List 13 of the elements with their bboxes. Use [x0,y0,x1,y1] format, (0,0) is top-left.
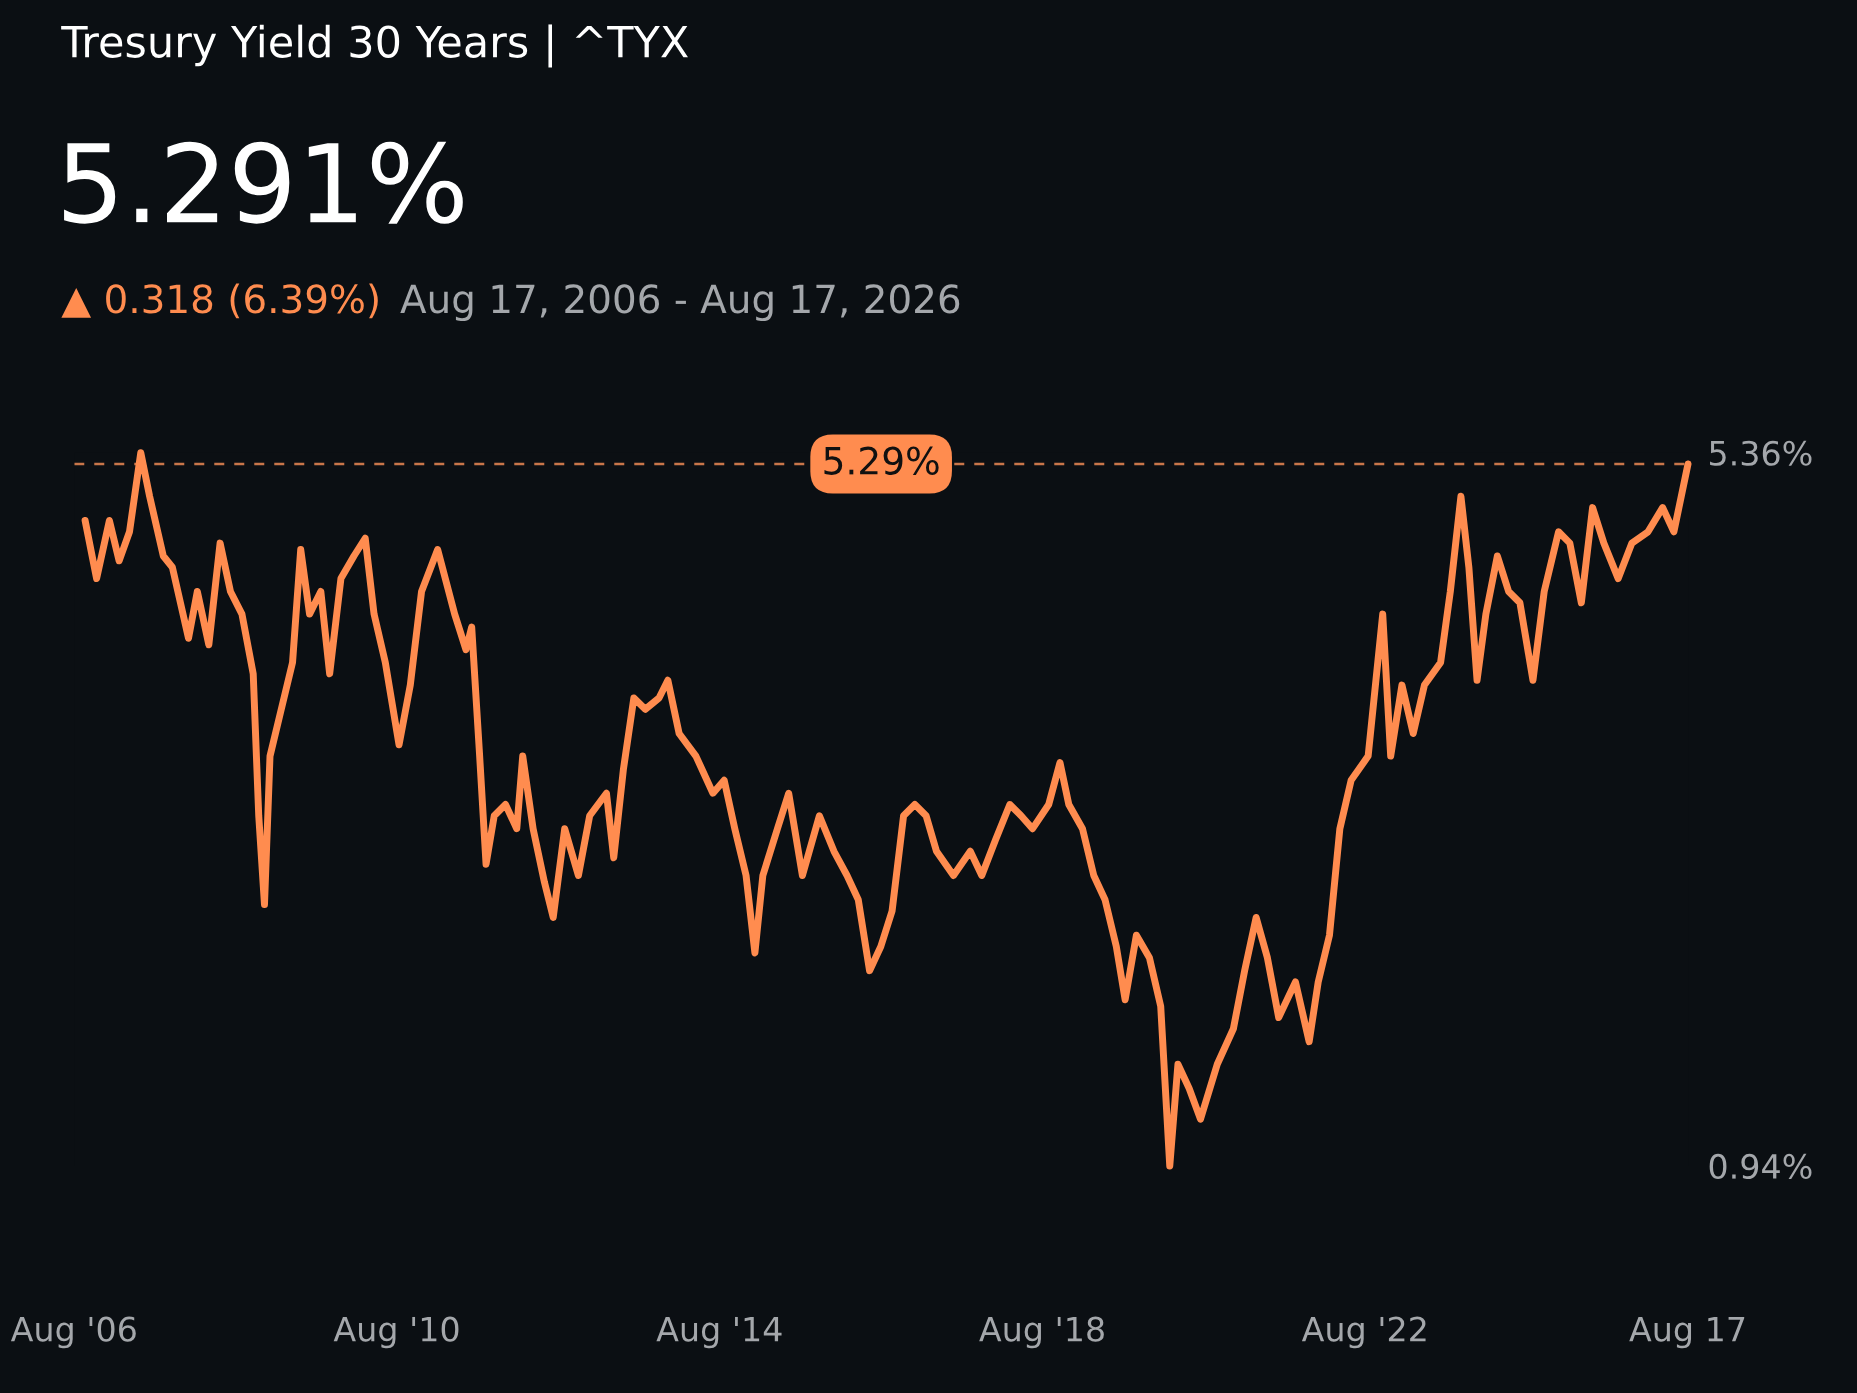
x-tick-label: Aug '10 [333,1316,459,1349]
ref-line-label: 5.29% [824,446,939,475]
x-tick-label: Aug 17 [1629,1316,1745,1349]
text: Aug 17, 2006 - Aug 17, 2026 [400,284,960,322]
y-tick-label: 0.94% [1709,1153,1812,1180]
y-tick-label: 5.36% [1710,440,1812,466]
chart-subtitle: 5.291% [64,141,463,224]
x-tick-label: Aug '18 [979,1316,1104,1349]
chart-title: Tresury Yield 30 Years | ^TYX [61,24,688,68]
x-tick-label: Aug '22 [1301,1316,1426,1349]
x-tick-label: Aug '06 [10,1316,136,1349]
x-tick-label: Aug '14 [656,1316,782,1349]
text: ▲ 0.318 (6.39%) [61,283,378,319]
